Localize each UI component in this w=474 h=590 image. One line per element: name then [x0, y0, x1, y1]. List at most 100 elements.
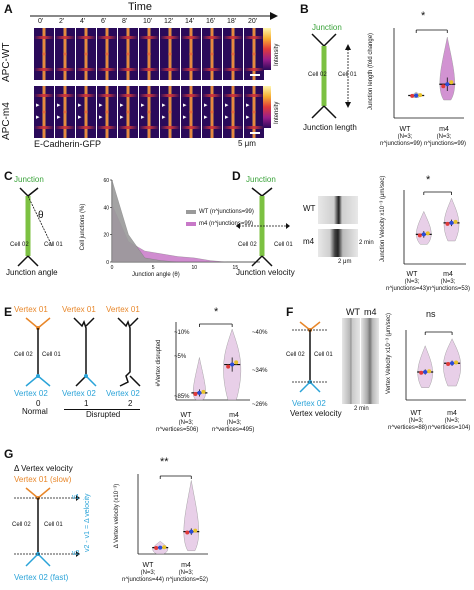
violin-wt: [193, 357, 206, 401]
f-sub1: n^vertices=88): [388, 425, 427, 431]
b-junction-diagram: [311, 33, 351, 119]
y-tick-label: 0: [106, 260, 109, 266]
image-tile: [97, 28, 117, 80]
panel-label-f: F: [286, 305, 294, 319]
b-sig: *: [421, 10, 426, 22]
g-sub1: n^junctions=44): [122, 577, 165, 583]
replicate-point: [450, 361, 455, 366]
g-diagram: [14, 487, 80, 567]
e-sig: *: [214, 306, 219, 318]
f-sig: ns: [426, 309, 436, 319]
b-n1: (N=3;: [397, 134, 413, 140]
f-kymo-wt: [342, 318, 360, 404]
g-g1: WT: [142, 562, 154, 569]
replicate-point: [425, 231, 430, 236]
y-tick-label: 20: [103, 233, 109, 239]
b-caption: Junction length: [303, 123, 357, 132]
c-ylabel: Cell junctions (%): [80, 203, 86, 251]
replicate-point: [419, 370, 424, 375]
c-junction-label: Junction: [14, 175, 44, 184]
g-formula: v2 - v1 = Δ velocity: [84, 493, 91, 552]
image-tile: [139, 28, 159, 80]
chart-e: [175, 322, 250, 401]
intensity-bar-1: [263, 28, 271, 70]
x-tick-label: 0: [111, 265, 114, 271]
b-cell02: Cell 02: [308, 72, 327, 78]
image-tile: [244, 28, 264, 80]
time-tick: 18': [227, 18, 237, 25]
d-caption: Junction velocity: [236, 268, 295, 277]
d-cell02: Cell 02: [238, 242, 257, 248]
e-sub2: n^vertices=495): [212, 427, 255, 433]
time-tick: 2': [59, 18, 65, 25]
e-nn1: (N=3;: [178, 420, 194, 426]
replicate-point: [185, 530, 190, 535]
e-ylabel: #Vertex disrupted: [156, 339, 162, 387]
c-legend-m4: m4 (n^junctions=99): [199, 221, 254, 227]
x-tick-label: 15: [233, 265, 239, 271]
time-tick: 12': [164, 18, 174, 25]
replicate-point: [154, 545, 159, 550]
replicate-point: [230, 362, 235, 367]
d-n1: (N=3;: [404, 279, 420, 285]
time-tick: 10': [143, 18, 153, 25]
g-cell01: Cell 01: [44, 522, 63, 528]
row-label-m4: APC-m4: [1, 102, 12, 140]
e-n2: 2: [128, 399, 133, 408]
panel-label-a: A: [4, 2, 13, 16]
time-tick: 14': [185, 18, 195, 25]
replicate-point: [423, 370, 428, 374]
image-tile: ▸ ▸: [202, 86, 222, 138]
g-ylabel: Δ Vertex velocity (x10⁻³): [114, 483, 120, 549]
f-m4: m4: [364, 307, 377, 317]
image-tile: [202, 28, 222, 80]
e-normal: Normal: [22, 407, 48, 416]
e-v02-b: Vertex 02: [62, 389, 96, 398]
b-ylabel: Junction length (fold change): [368, 32, 374, 110]
image-tile: ▸ ▸: [139, 86, 159, 138]
image-row-wt: [34, 28, 264, 80]
e-n1: 1: [84, 399, 89, 408]
e-p26: ~26%: [252, 402, 268, 408]
c-junction-diagram: [17, 187, 53, 267]
d-sig: *: [426, 174, 431, 186]
d-ylabel: Junction Velocity x10⁻³ (μm/sec): [380, 175, 386, 262]
b-sub2: n^junctions=99): [424, 141, 467, 147]
f-n2: (N=3;: [444, 418, 460, 424]
g-n2: (N=3;: [178, 570, 194, 576]
replicate-point: [162, 545, 167, 550]
b-sub1: n^junctions=99): [380, 141, 423, 147]
intensity-bar-2: [263, 86, 271, 128]
e-sub1: n^vertices=506): [156, 427, 199, 433]
e-v01-b: Vertex 01: [62, 305, 96, 314]
e-disrupted: Disrupted: [86, 410, 121, 419]
chart-b: [393, 28, 464, 119]
image-tile: [76, 28, 96, 80]
d-cell01: Cell 01: [274, 242, 293, 248]
b-cell01: Cell 01: [338, 72, 357, 78]
intensity-label-2: Intensity: [274, 101, 280, 124]
replicate-point: [226, 364, 231, 369]
image-tile: [223, 28, 243, 80]
d-min: 2 min: [359, 240, 374, 246]
replicate-point: [421, 232, 426, 237]
violin-wt: [416, 210, 432, 245]
e-n0: 0: [36, 399, 41, 408]
d-g2: m4: [443, 271, 453, 278]
e-g1: WT: [180, 412, 192, 419]
time-arrow: [30, 12, 278, 20]
b-g1: WT: [399, 126, 411, 133]
panel-label-c: C: [4, 169, 13, 183]
row-label-wt: APC-WT: [1, 42, 12, 82]
time-tick: 8': [122, 18, 128, 25]
panel-label-b: B: [300, 2, 309, 16]
image-tile: [181, 28, 201, 80]
image-tile: [118, 28, 138, 80]
f-cell01: Cell 01: [314, 352, 333, 358]
g-v01: Vertex 01 (slow): [14, 475, 72, 484]
f-cell02: Cell 02: [286, 352, 305, 358]
d-sub2: n^junctions=53): [428, 286, 471, 292]
replicate-point: [445, 82, 450, 87]
e-p85: ~85%: [174, 394, 190, 400]
series-area-wt: [111, 179, 260, 263]
